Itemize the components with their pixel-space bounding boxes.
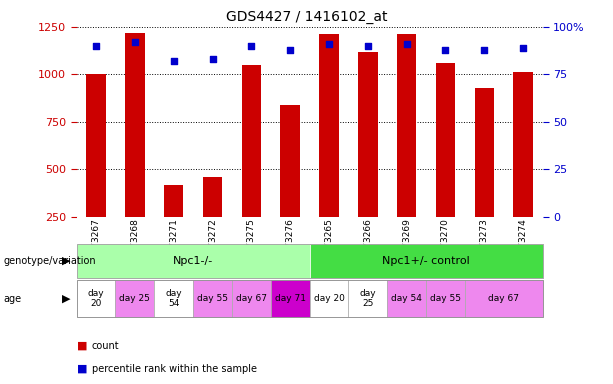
- Text: genotype/variation: genotype/variation: [3, 256, 96, 266]
- Text: day
20: day 20: [88, 289, 104, 308]
- Point: [441, 46, 451, 53]
- Text: percentile rank within the sample: percentile rank within the sample: [92, 364, 257, 374]
- Point: [246, 43, 256, 49]
- Text: GSM973272: GSM973272: [208, 218, 217, 273]
- Text: day 54: day 54: [391, 294, 422, 303]
- Text: age: age: [3, 293, 21, 304]
- Bar: [281, 105, 300, 265]
- Text: ▶: ▶: [62, 293, 70, 304]
- Text: day 67: day 67: [236, 294, 267, 303]
- Text: GSM973265: GSM973265: [324, 218, 333, 273]
- Text: GSM973276: GSM973276: [286, 218, 295, 273]
- Text: day 71: day 71: [275, 294, 306, 303]
- Text: GSM973274: GSM973274: [519, 218, 528, 273]
- Point: [285, 46, 295, 53]
- Text: count: count: [92, 341, 120, 351]
- Text: GDS4427 / 1416102_at: GDS4427 / 1416102_at: [226, 10, 387, 23]
- Point: [363, 43, 373, 49]
- Text: Npc1+/- control: Npc1+/- control: [382, 256, 470, 266]
- Text: day
25: day 25: [359, 289, 376, 308]
- Text: GSM973271: GSM973271: [169, 218, 178, 273]
- Bar: [358, 51, 378, 265]
- Point: [518, 45, 528, 51]
- Point: [479, 46, 489, 53]
- Point: [130, 39, 140, 45]
- Text: GSM973266: GSM973266: [364, 218, 372, 273]
- Text: ■: ■: [77, 364, 87, 374]
- Bar: [86, 74, 105, 265]
- Text: GSM973269: GSM973269: [402, 218, 411, 273]
- Text: GSM973267: GSM973267: [91, 218, 101, 273]
- Text: GSM973273: GSM973273: [480, 218, 489, 273]
- Text: ■: ■: [77, 341, 87, 351]
- Bar: [164, 185, 183, 265]
- Text: day 67: day 67: [488, 294, 519, 303]
- Text: day 55: day 55: [430, 294, 461, 303]
- Point: [208, 56, 218, 62]
- Bar: [513, 73, 533, 265]
- Text: ▶: ▶: [62, 256, 70, 266]
- Text: GSM973268: GSM973268: [131, 218, 139, 273]
- Bar: [125, 33, 145, 265]
- Bar: [474, 88, 494, 265]
- Bar: [203, 177, 222, 265]
- Bar: [319, 35, 338, 265]
- Bar: [242, 65, 261, 265]
- Bar: [436, 63, 455, 265]
- Bar: [397, 33, 416, 265]
- Point: [91, 43, 101, 49]
- Text: day 55: day 55: [197, 294, 228, 303]
- Point: [169, 58, 178, 64]
- Text: GSM973270: GSM973270: [441, 218, 450, 273]
- Point: [324, 41, 334, 47]
- Text: day 20: day 20: [313, 294, 345, 303]
- Text: day
54: day 54: [166, 289, 182, 308]
- Text: day 25: day 25: [120, 294, 150, 303]
- Text: Npc1-/-: Npc1-/-: [173, 256, 213, 266]
- Point: [402, 41, 411, 47]
- Text: GSM973275: GSM973275: [247, 218, 256, 273]
